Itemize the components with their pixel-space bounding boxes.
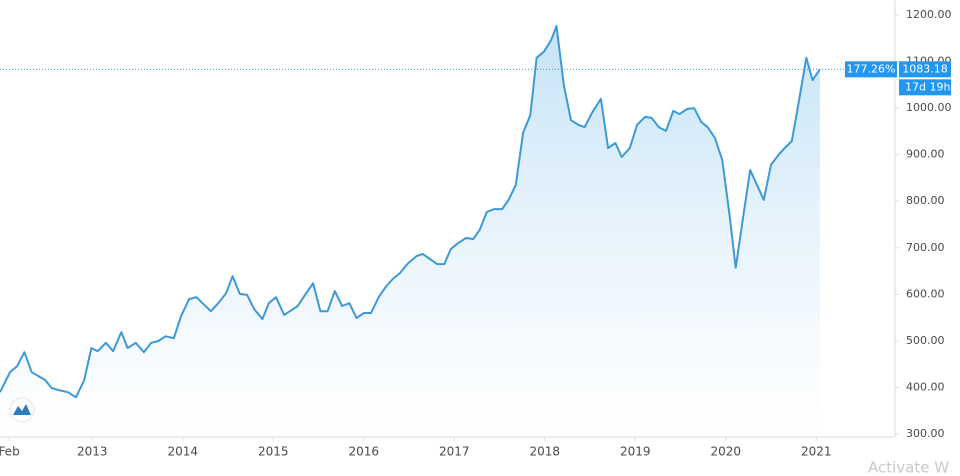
x-tick-label: 2014 xyxy=(168,445,199,459)
x-tick-label: 2017 xyxy=(439,445,470,459)
x-tick-label: Feb xyxy=(0,445,20,459)
logo xyxy=(9,397,35,423)
y-tick-label: 900.00 xyxy=(906,148,945,161)
x-tick-label: 2015 xyxy=(258,445,289,459)
area-fill xyxy=(0,26,820,436)
y-tick-label: 600.00 xyxy=(906,287,945,300)
y-tick-label: 500.00 xyxy=(906,334,945,347)
y-tick-label: 800.00 xyxy=(906,194,945,207)
y-tick-label: 400.00 xyxy=(906,381,945,394)
x-tick-label: 2018 xyxy=(530,445,561,459)
y-tick-label: 1000.00 xyxy=(906,101,952,114)
watermark: Activate W xyxy=(868,459,949,476)
y-tick-label: 300.00 xyxy=(906,427,945,440)
countdown-box xyxy=(899,79,951,96)
line xyxy=(0,25,821,399)
x-tick-label: 2013 xyxy=(77,445,108,459)
change-label: 177.26% xyxy=(847,62,896,75)
x-tick-label: 2019 xyxy=(620,445,651,459)
x-tick-label: 2021 xyxy=(801,445,832,459)
price-label-box xyxy=(899,61,951,78)
change-label-box xyxy=(845,61,897,78)
y-tick-label: 1200.00 xyxy=(906,8,952,21)
countdown: 17d 19h xyxy=(905,80,950,93)
y-tick-label: 700.00 xyxy=(906,241,945,254)
price-label: 1083.18 xyxy=(902,62,948,75)
x-tick-label: 2016 xyxy=(349,445,380,459)
x-tick-label: 2020 xyxy=(711,445,742,459)
